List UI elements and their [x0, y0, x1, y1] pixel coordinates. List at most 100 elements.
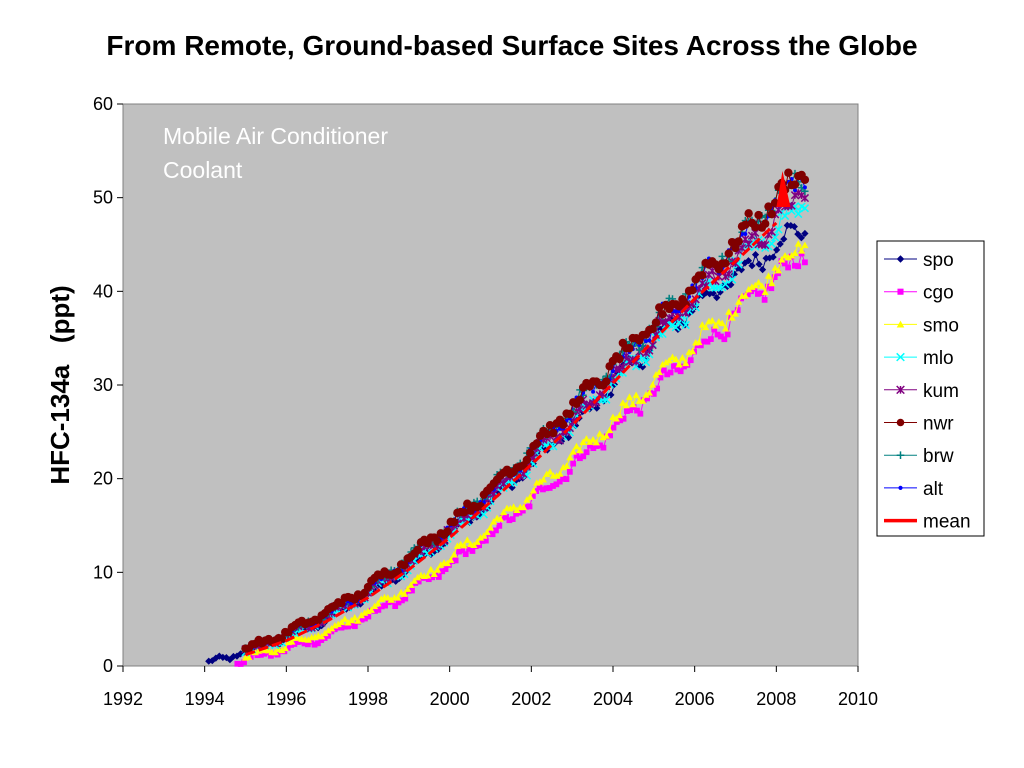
series-nwr-point: [449, 517, 459, 527]
legend-marker-spo: [896, 255, 905, 263]
series-smo-point: [546, 468, 554, 475]
series-smo: [241, 240, 809, 661]
series-mlo-segment: [685, 311, 690, 326]
series-smo-point: [794, 240, 802, 247]
series-spo-point: [508, 483, 516, 492]
series-smo-point: [678, 354, 687, 361]
legend-box: [876, 240, 985, 537]
series-cgo-point: [650, 391, 657, 397]
legend-item-mlo: mlo: [884, 348, 954, 369]
series-nwr-point: [459, 508, 469, 517]
series-cgo-point: [352, 623, 358, 630]
legend-label-spo: spo: [923, 250, 954, 271]
legend-label-smo: smo: [923, 315, 959, 336]
series-mlo-point: [658, 329, 667, 339]
series-smo-point: [758, 282, 766, 289]
data-layer: [205, 168, 810, 667]
legend-marker-cgo: [897, 288, 904, 295]
series-mlo-segment: [777, 212, 783, 230]
legend-label-nwr: nwr: [923, 414, 954, 435]
series-smo-point: [427, 565, 435, 573]
series-nwr-point: [413, 545, 422, 555]
series-mlo-point: [479, 510, 488, 519]
legend-item-alt: alt: [884, 479, 944, 500]
series-alt-point: [793, 188, 797, 193]
legend-label-mlo: mlo: [923, 348, 954, 369]
series-spo-point: [564, 434, 573, 442]
series-mlo-point: [794, 209, 803, 219]
y-axis-title: HFC-134a (ppt): [45, 285, 75, 484]
x-tick-label: 2004: [593, 689, 633, 709]
series-smo-point: [672, 355, 680, 363]
legend-label-cgo: cgo: [923, 283, 954, 304]
series-smo-point: [801, 241, 809, 249]
x-tick-label: 1994: [185, 689, 225, 709]
series-cgo-point: [247, 654, 254, 660]
y-tick-label: 60: [93, 94, 113, 114]
annotation-line-1: Mobile Air Conditioner: [163, 123, 388, 149]
series-mean-endpoint: [776, 170, 791, 207]
y-tick-label: 40: [93, 281, 113, 301]
series-cgo-point: [617, 417, 624, 424]
plot-area: [122, 103, 859, 667]
y-tick-label: 10: [93, 562, 113, 582]
legend-label-kum: kum: [923, 381, 959, 402]
series-mlo-point: [767, 239, 776, 248]
series-spo-point: [801, 229, 809, 238]
series-cgo-point: [744, 291, 751, 298]
series-nwr-point: [655, 303, 664, 312]
legend-item-kum: kum: [884, 381, 959, 402]
series-cgo-point: [761, 296, 768, 303]
legend-item-spo: spo: [884, 250, 954, 271]
series-smo-point: [725, 308, 733, 315]
x-tick-label: 2008: [756, 689, 796, 709]
series-nwr-point: [800, 175, 810, 184]
series-mlo-point: [681, 320, 690, 330]
series-mlo-point: [708, 283, 717, 292]
series-smo-point: [764, 272, 773, 279]
x-tick-label: 2006: [675, 689, 715, 709]
x-tick-label: 1992: [103, 689, 143, 709]
series-smo-point: [625, 393, 634, 400]
axis-layer: 0 10 20 30 40 50 60 1992 1994 1996 1998 2000 2002 200…: [93, 94, 878, 709]
series-nwr-point: [545, 420, 555, 430]
series-mean-line: [245, 221, 778, 657]
legend-label-alt: alt: [923, 479, 944, 500]
series-smo-point: [632, 391, 640, 399]
series-mean: [245, 170, 791, 657]
series-smo-point: [708, 316, 716, 324]
series-smo-point: [572, 442, 581, 450]
series-brw-point: [635, 346, 644, 354]
legend-item-mean: mean: [884, 512, 971, 533]
series-mlo-point: [711, 283, 720, 292]
legend-item-cgo: cgo: [884, 283, 954, 304]
series-mlo-point: [774, 225, 783, 234]
series-mlo-point: [727, 275, 737, 284]
series-nwr-point: [463, 499, 472, 508]
legend: spo cgo smo mlo kum nwr brw alt mean: [876, 240, 985, 537]
series-mlo-point: [800, 204, 810, 213]
y-tick-label: 30: [93, 375, 113, 395]
x-tick-label: 2010: [838, 689, 878, 709]
series-smo-point: [718, 319, 726, 327]
series-cgo-point: [802, 259, 808, 266]
legend-marker-mlo: [896, 352, 905, 362]
series-cgo-point: [509, 516, 516, 522]
legend-marker-kum: [896, 385, 905, 395]
series-mlo-point: [641, 358, 651, 367]
y-tick-label: 0: [103, 656, 113, 676]
series-spo-point: [734, 264, 742, 272]
legend-marker-brw: [896, 451, 905, 459]
series-smo-segment: [698, 324, 703, 343]
y-tick-label: 50: [93, 188, 113, 208]
x-tick-label: 1996: [266, 689, 306, 709]
y-tick-label: 20: [93, 469, 113, 489]
series-mlo-point: [780, 211, 790, 221]
annotation-line-2: Coolant: [163, 157, 243, 183]
page-title: From Remote, Ground-based Surface Sites …: [106, 30, 918, 61]
series-cgo-point: [540, 486, 546, 493]
series-spo-point: [751, 251, 760, 259]
series-alt-point: [802, 185, 807, 190]
x-tick-label: 1998: [348, 689, 388, 709]
